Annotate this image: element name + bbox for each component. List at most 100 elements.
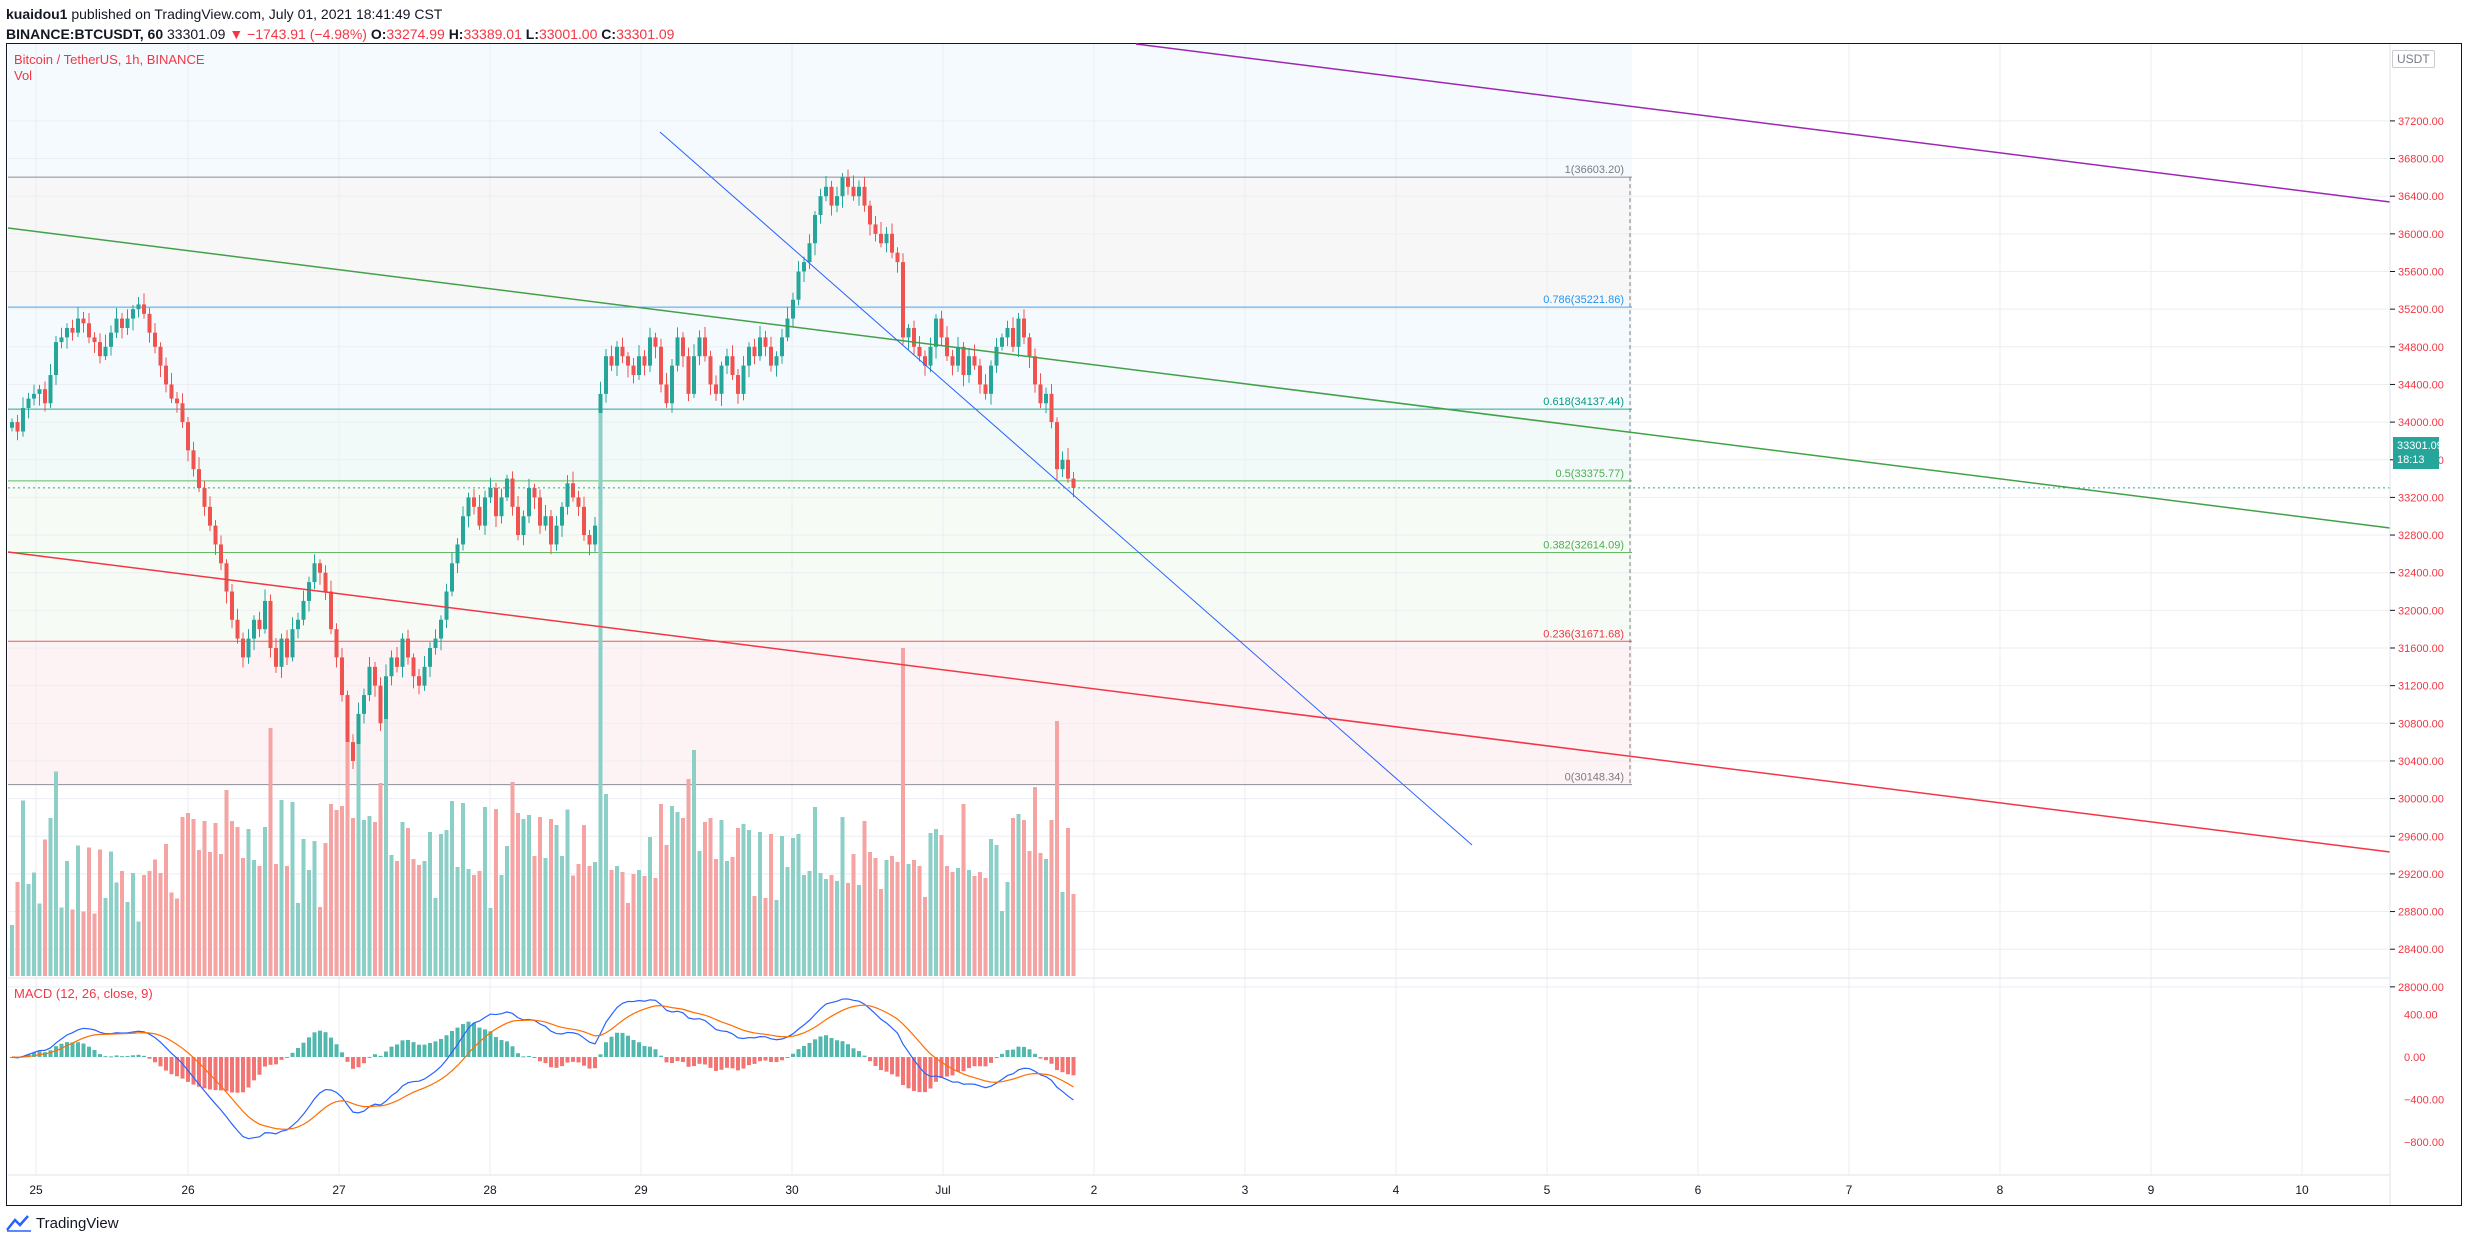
candle-body xyxy=(604,356,608,394)
price-tick-label: 35200.00 xyxy=(2398,304,2444,316)
macd-histogram-bar xyxy=(400,1040,405,1057)
candle-body xyxy=(279,638,284,667)
macd-histogram-bar xyxy=(450,1030,454,1057)
macd-histogram-bar xyxy=(598,1054,603,1057)
volume-legend[interactable]: Vol xyxy=(14,68,33,83)
macd-histogram-bar xyxy=(615,1032,619,1057)
candle-body xyxy=(252,619,256,639)
candle-body xyxy=(967,356,971,376)
volume-bar xyxy=(554,825,559,976)
current-price-badge: 33301.09 18:13 xyxy=(2393,437,2443,469)
candle-body xyxy=(158,346,163,366)
macd-histogram-bar xyxy=(318,1030,322,1057)
candle-body xyxy=(1022,318,1026,338)
price-tick-label: 32800.00 xyxy=(2398,530,2444,542)
price-tick-label: 30800.00 xyxy=(2398,718,2444,730)
candle-body xyxy=(637,356,641,376)
macd-histogram-bar xyxy=(879,1057,883,1071)
macd-histogram-bar xyxy=(620,1032,625,1057)
candle-body xyxy=(81,318,86,324)
volume-bar xyxy=(384,719,388,976)
price-tick-label: 29200.00 xyxy=(2398,869,2444,881)
candle-body xyxy=(37,389,42,394)
macd-histogram-bar xyxy=(1044,1057,1048,1061)
candle-body xyxy=(92,337,97,343)
volume-bar xyxy=(142,875,146,976)
volume-bar xyxy=(109,851,113,976)
series-title[interactable]: Bitcoin / TetherUS, 1h, BINANCE xyxy=(14,52,205,67)
volume-bar xyxy=(1016,814,1021,976)
macd-histogram-bar xyxy=(301,1042,306,1057)
candle-body xyxy=(813,215,817,244)
macd-histogram-bar xyxy=(329,1037,333,1057)
candle-body xyxy=(642,356,647,366)
volume-bar xyxy=(120,871,124,976)
candle-body xyxy=(664,384,669,404)
volume-bar xyxy=(1038,853,1043,976)
volume-bar xyxy=(235,827,240,976)
volume-bar xyxy=(334,810,339,976)
candle-body xyxy=(796,271,801,300)
candle-body xyxy=(125,318,130,328)
chart-frame[interactable] xyxy=(6,43,2462,1206)
candle-body xyxy=(450,563,454,592)
macd-histogram-bar xyxy=(81,1043,86,1057)
candle-body xyxy=(1000,337,1004,347)
volume-bar xyxy=(565,809,570,976)
volume-bar xyxy=(626,903,630,976)
macd-histogram-bar xyxy=(950,1057,955,1076)
volume-bar xyxy=(780,836,784,976)
volume-bar xyxy=(153,859,157,976)
candle-body xyxy=(32,393,36,399)
macd-tick-label: −800.00 xyxy=(2404,1137,2444,1149)
macd-histogram-bar xyxy=(411,1042,416,1057)
macd-histogram-bar xyxy=(609,1036,614,1057)
candle-body xyxy=(373,666,377,686)
macd-histogram-bar xyxy=(1000,1053,1004,1057)
candle-body xyxy=(950,356,955,366)
volume-bar xyxy=(862,821,867,976)
candle-body xyxy=(1060,459,1065,470)
tradingview-logo-icon[interactable] xyxy=(6,1214,32,1232)
macd-histogram-bar xyxy=(1066,1057,1070,1075)
candle-body xyxy=(48,375,53,404)
volume-bar xyxy=(928,833,933,976)
macd-histogram-bar xyxy=(54,1046,58,1057)
volume-bar xyxy=(230,821,234,976)
low-value: 33001.00 xyxy=(538,26,598,42)
footer-brand[interactable]: TradingView xyxy=(36,1214,119,1232)
macd-histogram-bar xyxy=(461,1024,465,1057)
current-price-value: 33301.09 xyxy=(2397,440,2443,452)
candle-body xyxy=(1005,327,1010,338)
candle-body xyxy=(356,713,361,761)
volume-bar xyxy=(21,800,25,976)
candle-body xyxy=(175,398,179,404)
macd-line xyxy=(11,998,1074,1140)
price-tick-label: 28400.00 xyxy=(2398,944,2444,956)
price-tick-label: 32000.00 xyxy=(2398,605,2444,617)
macd-histogram-bar xyxy=(290,1052,295,1057)
author-name[interactable]: kuaidou1 xyxy=(6,6,68,22)
macd-histogram-bar xyxy=(582,1057,586,1066)
macd-histogram-bar xyxy=(153,1057,157,1063)
candle-body xyxy=(829,186,834,206)
volume-bar xyxy=(444,830,449,976)
high-value: 33389.01 xyxy=(463,26,522,42)
macd-histogram-bar xyxy=(1005,1050,1010,1057)
volume-bar xyxy=(378,783,383,976)
price-tick-label: 31600.00 xyxy=(2398,643,2444,655)
macd-histogram-bar xyxy=(219,1057,223,1091)
currency-badge[interactable]: USDT xyxy=(2392,50,2435,68)
time-tick-label: 27 xyxy=(332,1183,346,1197)
macd-legend[interactable]: MACD (12, 26, close, 9) xyxy=(14,986,153,1001)
macd-histogram-bar xyxy=(169,1057,174,1075)
macd-histogram-bar xyxy=(351,1057,355,1069)
macd-histogram-bar xyxy=(87,1046,91,1057)
macd-histogram-bar xyxy=(532,1057,537,1058)
macd-histogram-bar xyxy=(604,1042,608,1057)
time-tick-label: 9 xyxy=(2148,1183,2155,1197)
macd-histogram-bar xyxy=(956,1057,960,1072)
candle-body xyxy=(609,356,614,366)
volume-bar xyxy=(81,911,86,976)
